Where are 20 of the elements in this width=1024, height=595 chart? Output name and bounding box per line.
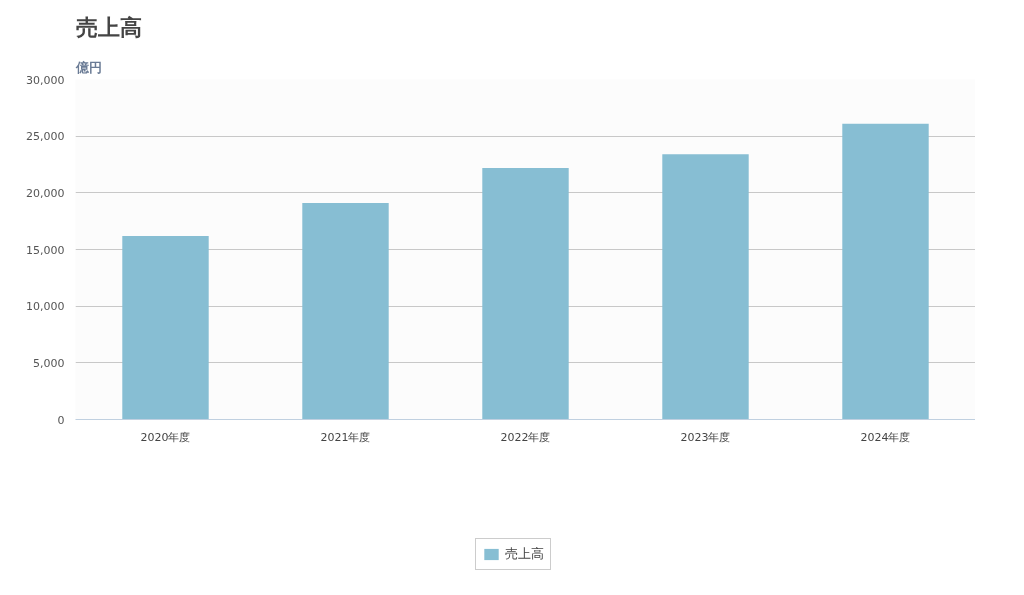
y-tick-label: 0 [57,413,65,427]
y-tick-label: 30,000 [26,73,65,87]
bar [482,167,569,420]
legend-label: 売上高 [505,544,545,563]
y-axis-title: 億円 [74,59,102,75]
y-tick-label: 25,000 [26,130,65,144]
bar [662,154,749,420]
bar [842,123,929,420]
x-tick-label: 2022年度 [500,430,551,444]
x-tick-label: 2020年度 [140,430,191,444]
y-tick-label: 10,000 [26,300,65,314]
y-tick-label: 5,000 [33,356,65,370]
x-tick-label: 2024年度 [860,430,911,444]
x-tick-label: 2021年度 [320,430,371,444]
x-tick-label: 2023年度 [680,430,731,444]
chart-title: 売上高 [75,15,142,40]
bar [302,203,389,420]
y-tick-label: 20,000 [26,186,65,200]
y-tick-label: 15,000 [26,243,65,257]
bar [122,235,209,420]
